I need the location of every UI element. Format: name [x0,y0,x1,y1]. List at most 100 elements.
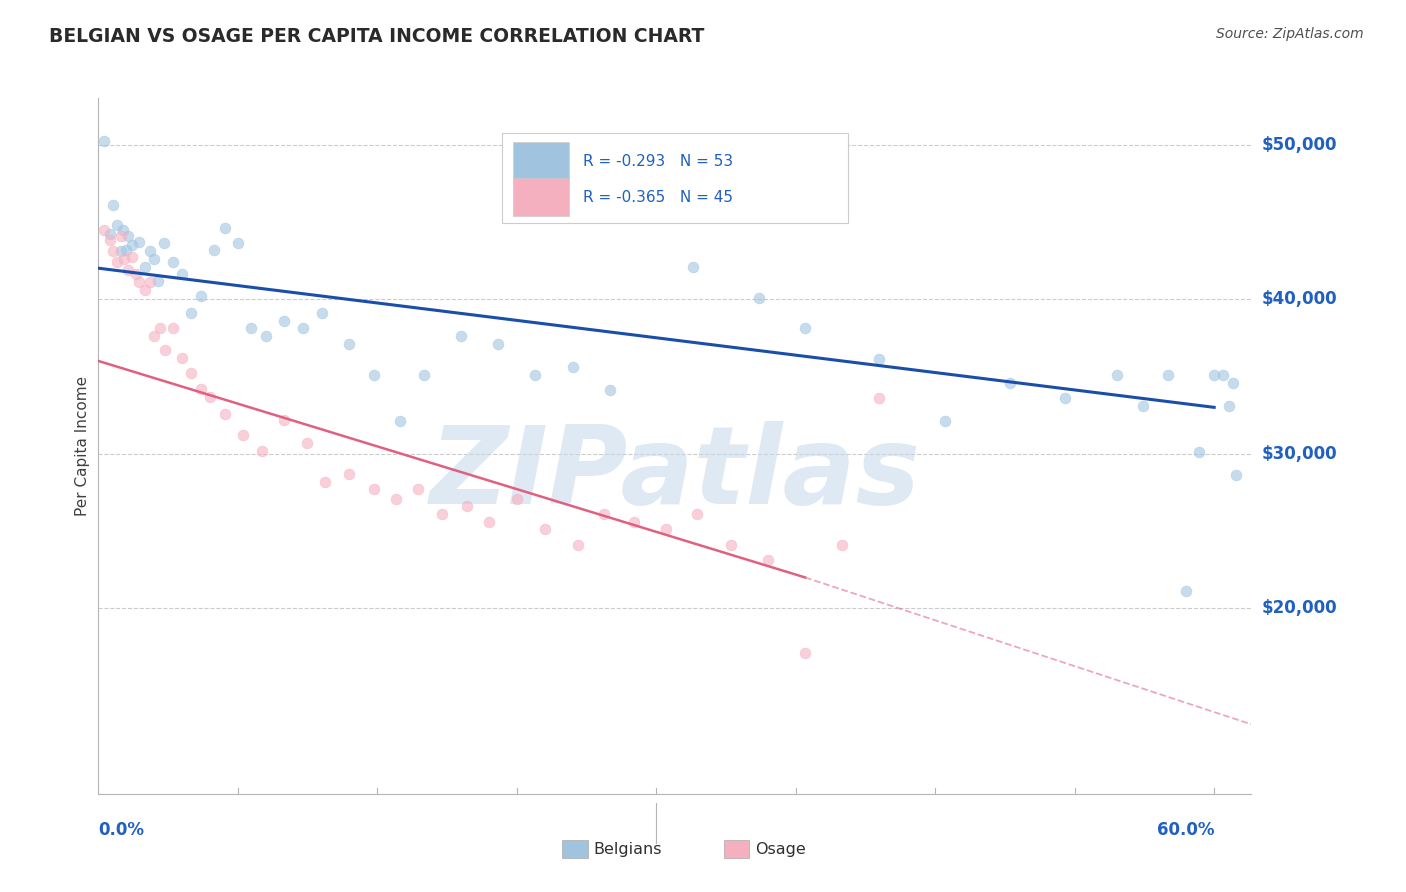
Point [128,275,150,289]
Point [226,236,249,251]
Point [412,368,434,382]
Point [756,553,779,567]
Point [311,306,333,320]
Point [162,255,184,269]
Point [103,244,125,259]
Text: $30,000: $30,000 [1261,445,1337,463]
Point [524,368,547,382]
Point [239,321,262,335]
Point [250,443,273,458]
Point [385,491,408,506]
Point [934,414,956,428]
Point [121,238,143,252]
Point [1204,368,1226,382]
Point [1107,368,1129,382]
Point [139,244,162,259]
Point [254,329,277,343]
Point [506,491,529,506]
Point [172,268,194,282]
Point [593,507,616,521]
Point [152,236,174,251]
Point [273,314,295,328]
Point [748,291,770,305]
Text: R = -0.293   N = 53: R = -0.293 N = 53 [582,153,733,169]
Point [98,233,121,247]
Point [295,436,318,450]
Point [110,228,132,243]
Point [868,391,890,405]
Point [1175,584,1198,599]
Point [339,467,361,481]
Y-axis label: Per Capita Income: Per Capita Income [75,376,90,516]
Point [1188,445,1211,459]
FancyBboxPatch shape [502,133,848,223]
Point [232,428,254,442]
Point [1218,399,1240,413]
Point [128,235,150,249]
Point [202,243,225,257]
Point [1054,391,1077,405]
Text: Source: ZipAtlas.com: Source: ZipAtlas.com [1216,27,1364,41]
Point [1156,368,1178,382]
Point [794,646,817,660]
Point [654,523,676,537]
Point [339,337,361,351]
Point [134,283,156,297]
Point [93,222,115,236]
Point [105,218,128,232]
Point [533,523,555,537]
Point [190,382,212,396]
Point [115,243,138,257]
Point [214,407,236,421]
Point [198,390,221,404]
Text: 0.0%: 0.0% [98,821,145,838]
Text: 60.0%: 60.0% [1157,821,1215,838]
Point [432,507,454,521]
Point [456,500,478,514]
Point [998,376,1021,390]
Point [121,251,143,265]
Point [567,538,589,552]
Point [190,289,212,303]
Point [450,329,472,343]
Point [406,483,429,497]
Point [114,252,136,266]
Text: Osage: Osage [755,842,806,856]
Text: Belgians: Belgians [593,842,662,856]
Point [110,244,132,259]
Bar [513,178,569,217]
Point [105,255,128,269]
Point [486,337,509,351]
Point [273,413,295,427]
Point [314,475,336,489]
Point [172,351,194,365]
Point [143,252,166,266]
Point [599,384,621,398]
Point [103,198,125,212]
Text: ZIPatlas: ZIPatlas [429,421,921,527]
Point [794,321,817,335]
Text: R = -0.365   N = 45: R = -0.365 N = 45 [582,190,733,205]
Point [1212,368,1234,382]
Text: BELGIAN VS OSAGE PER CAPITA INCOME CORRELATION CHART: BELGIAN VS OSAGE PER CAPITA INCOME CORRE… [49,27,704,45]
Text: $50,000: $50,000 [1261,136,1337,153]
Point [363,368,385,382]
Point [124,268,146,282]
Point [623,515,645,529]
Point [98,227,121,242]
Point [180,367,202,381]
Point [363,483,385,497]
Point [478,515,501,529]
Point [143,329,166,343]
Point [146,274,169,288]
Point [134,260,156,274]
Point [117,228,139,243]
Point [155,343,177,358]
Text: $40,000: $40,000 [1261,290,1337,308]
Point [93,135,115,149]
Point [720,538,742,552]
Point [162,321,184,335]
Point [1225,468,1247,483]
Point [117,262,139,277]
Point [1222,376,1244,390]
